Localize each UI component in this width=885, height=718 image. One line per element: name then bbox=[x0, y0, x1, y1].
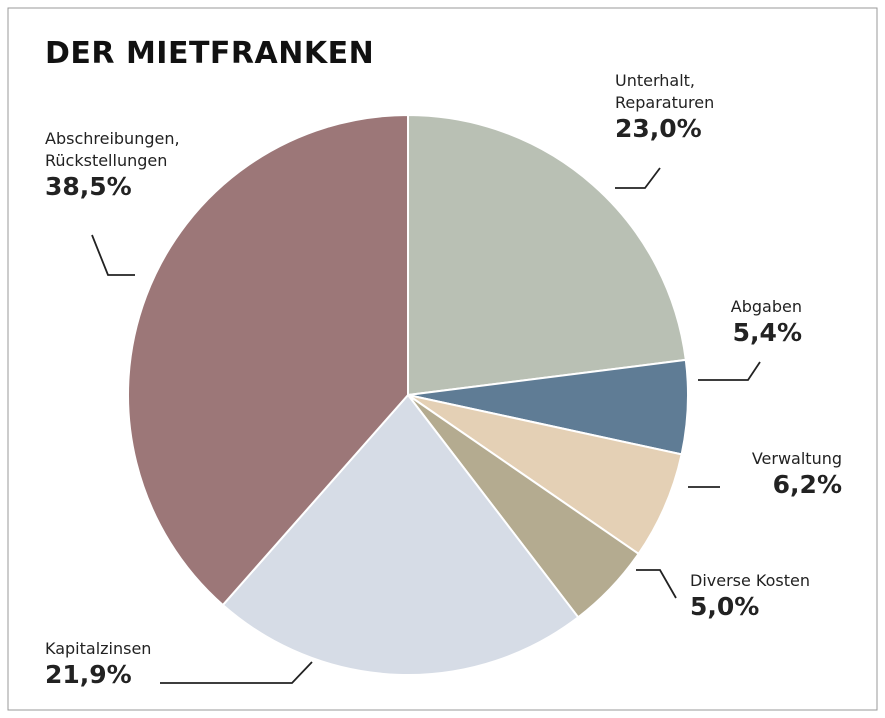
value-label: 6,2% bbox=[680, 470, 842, 500]
leader-line bbox=[92, 235, 135, 275]
value-label: 5,4% bbox=[680, 318, 802, 348]
category-label: Kapitalzinsen bbox=[45, 638, 151, 660]
category-label: Diverse Kosten bbox=[690, 570, 810, 592]
value-label: 38,5% bbox=[45, 172, 180, 202]
category-label: Abschreibungen, Rückstellungen bbox=[45, 128, 180, 172]
chart: DER MIETFRANKEN Unterhalt, Reparaturen23… bbox=[0, 0, 885, 718]
pie-slice bbox=[408, 115, 686, 395]
pie bbox=[128, 115, 688, 675]
leader-line bbox=[698, 362, 760, 380]
category-label: Verwaltung bbox=[680, 448, 842, 470]
value-label: 23,0% bbox=[615, 114, 714, 144]
category-label: Unterhalt, Reparaturen bbox=[615, 70, 714, 114]
value-label: 21,9% bbox=[45, 660, 151, 690]
leader-line bbox=[160, 662, 312, 683]
category-label: Abgaben bbox=[680, 296, 802, 318]
value-label: 5,0% bbox=[690, 592, 810, 622]
leader-line bbox=[615, 168, 660, 188]
leader-line bbox=[636, 570, 676, 598]
chart-title: DER MIETFRANKEN bbox=[45, 36, 374, 71]
